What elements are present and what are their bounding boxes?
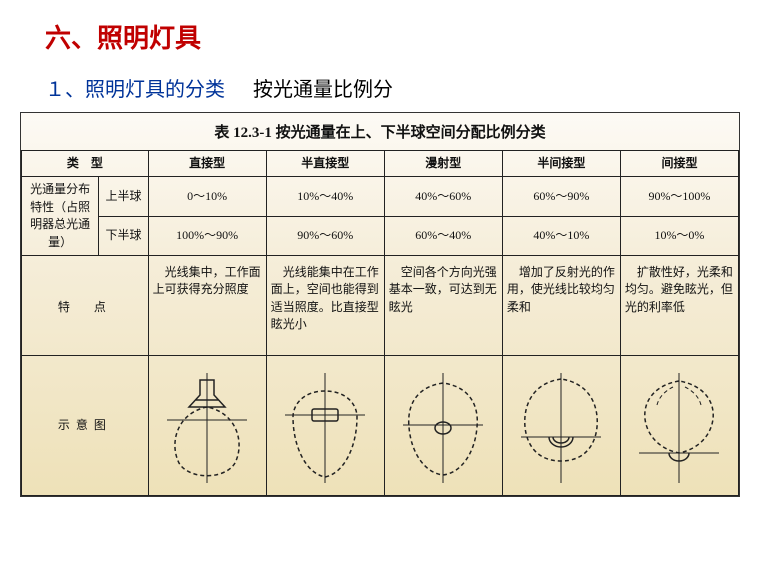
feature-4: 增加了反射光的作用，使光线比较均匀柔和 (502, 255, 620, 355)
classification-table: 类 型 直接型 半直接型 漫射型 半间接型 间接型 光通量分布特性（占照明器总光… (21, 150, 739, 496)
diagram-indirect-svg (629, 365, 729, 485)
page-title: 六、照明灯具 (0, 0, 760, 55)
header-col-3: 漫射型 (384, 151, 502, 177)
table-upper-row: 光通量分布特性（占照明器总光通量） 上半球 0～10% 10%～40% 40%～… (22, 177, 739, 216)
diagram-semi-direct (266, 355, 384, 495)
header-col-4: 半间接型 (502, 151, 620, 177)
table-caption: 表 12.3-1 按光通量在上、下半球空间分配比例分类 (21, 113, 739, 150)
diagram-diffuse (384, 355, 502, 495)
diagram-direct (148, 355, 266, 495)
diagram-label: 示意图 (22, 355, 149, 495)
sub-title: １、照明灯具的分类 (45, 73, 225, 102)
upper-val-4: 60%～90% (502, 177, 620, 216)
flux-label: 光通量分布特性（占照明器总光通量） (22, 177, 99, 256)
diagram-semi-direct-svg (275, 365, 375, 485)
header-col-5: 间接型 (620, 151, 738, 177)
diagram-diffuse-svg (393, 365, 493, 485)
diagram-semi-indirect-svg (511, 365, 611, 485)
header-col-1: 直接型 (148, 151, 266, 177)
upper-val-2: 10%～40% (266, 177, 384, 216)
upper-label: 上半球 (99, 177, 148, 216)
header-col-2: 半直接型 (266, 151, 384, 177)
upper-val-1: 0～10% (148, 177, 266, 216)
feature-3: 空间各个方向光强基本一致，可达到无眩光 (384, 255, 502, 355)
feature-1: 光线集中，工作面上可获得充分照度 (148, 255, 266, 355)
lower-val-4: 40%～10% (502, 216, 620, 255)
upper-val-5: 90%～100% (620, 177, 738, 216)
lower-val-2: 90%～60% (266, 216, 384, 255)
table-lower-row: 下半球 100%～90% 90%～60% 60%～40% 40%～10% 10%… (22, 216, 739, 255)
diagram-indirect (620, 355, 738, 495)
upper-val-3: 40%～60% (384, 177, 502, 216)
lower-label: 下半球 (99, 216, 148, 255)
lower-val-3: 60%～40% (384, 216, 502, 255)
diagram-direct-svg (157, 365, 257, 485)
feature-label: 特 点 (22, 255, 149, 355)
table-feature-row: 特 点 光线集中，工作面上可获得充分照度 光线能集中在工作面上，空间也能得到适当… (22, 255, 739, 355)
lower-val-1: 100%～90% (148, 216, 266, 255)
header-type: 类 型 (22, 151, 149, 177)
table-diagram-row: 示意图 (22, 355, 739, 495)
classification-table-wrap: 表 12.3-1 按光通量在上、下半球空间分配比例分类 类 型 直接型 半直接型… (20, 112, 740, 497)
table-header-row: 类 型 直接型 半直接型 漫射型 半间接型 间接型 (22, 151, 739, 177)
feature-2: 光线能集中在工作面上，空间也能得到适当照度。比直接型眩光小 (266, 255, 384, 355)
diagram-semi-indirect (502, 355, 620, 495)
feature-5: 扩散性好，光柔和均匀。避免眩光，但光的利率低 (620, 255, 738, 355)
sub-description: 按光通量比例分 (253, 73, 393, 102)
sub-header-row: １、照明灯具的分类 按光通量比例分 (0, 55, 760, 102)
lower-val-5: 10%～0% (620, 216, 738, 255)
